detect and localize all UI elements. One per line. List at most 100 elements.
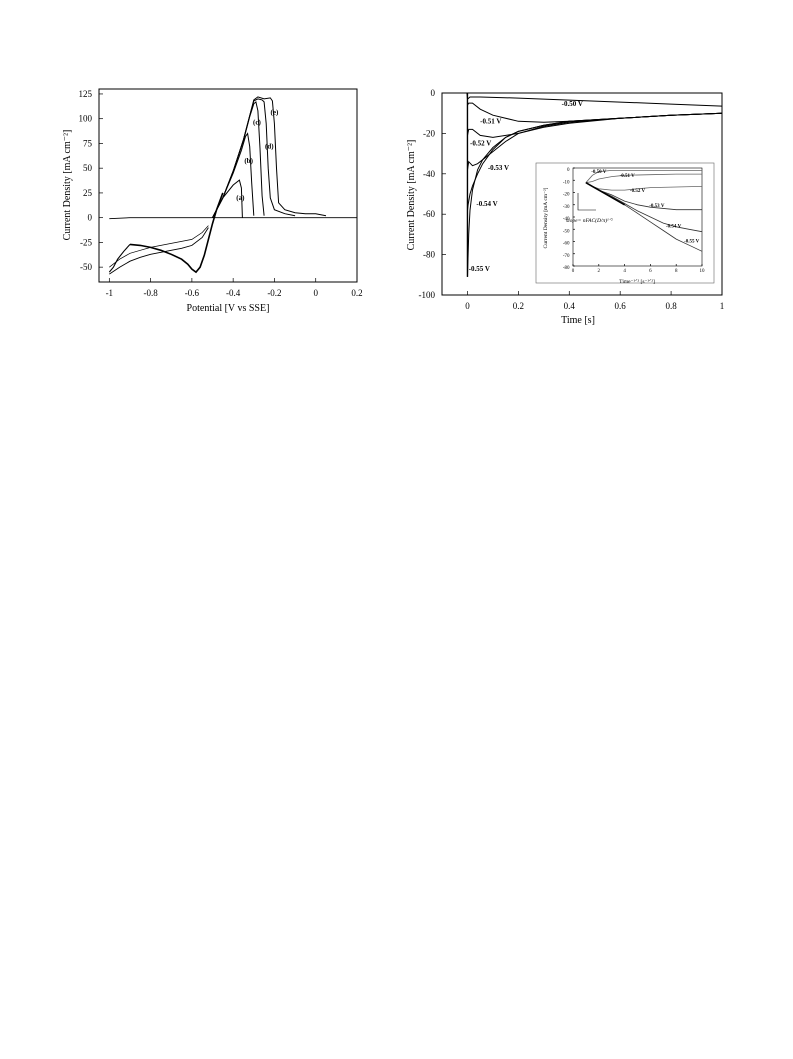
ca-x-axis-label: Time [s] <box>561 315 595 326</box>
cv-y-tick-label: 50 <box>83 163 93 173</box>
cv-y-ticks: 125 100 75 50 25 0 -25 -50 <box>79 89 103 272</box>
cv-curve-label: (d) <box>265 142 274 150</box>
ca-curve-label: -0.53 V <box>488 164 509 172</box>
inset-common-slope <box>585 182 625 206</box>
inset-curve-label: -0.51 V <box>620 174 636 179</box>
cv-plot-frame <box>98 88 358 283</box>
ca-curve-label: -0.52 V <box>470 140 491 148</box>
ca-x-tick-label: 1 <box>720 301 725 311</box>
inset-y-tick-label: -20 <box>563 193 570 198</box>
ca-x-tick-label: 0.2 <box>513 301 524 311</box>
ca-y-tick-label: -80 <box>423 250 435 260</box>
cv-curve-label: (a) <box>236 194 245 202</box>
cv-curve-label: (c) <box>253 119 261 127</box>
inset-background <box>535 162 715 284</box>
inset-x-tick-label: 10 <box>700 269 706 274</box>
cv-x-tick-label: -1 <box>106 288 114 298</box>
inset-curve-labels: -0.50 V -0.51 V -0.52 V -0.53 V -0.54 V -0.55… <box>591 170 699 245</box>
ca-curve-label: -0.50 V <box>562 100 583 108</box>
inset-curves <box>585 170 703 252</box>
cv-y-tick-label: 75 <box>83 138 93 148</box>
ca-x-tick-label: 0.6 <box>615 301 627 311</box>
ca-x-tick-label: 0.8 <box>665 301 677 311</box>
inset-y-tick-label: -30 <box>563 205 570 210</box>
ca-curves <box>442 92 723 277</box>
inset-x-tick-label: 8 <box>675 269 678 274</box>
cv-x-tick-label: 0.2 <box>351 288 362 298</box>
cv-curve-labels: (a) (b) (c) (d) (e) <box>236 109 279 202</box>
ca-series-m0.53V <box>467 112 723 170</box>
inset-curve-label: -0.53 V <box>649 204 665 209</box>
ca-y-tick-label: -60 <box>423 209 435 219</box>
ca-y-axis-label: Current Density [mA cm⁻²] <box>406 140 417 251</box>
cv-return-branch <box>108 244 131 273</box>
cv-x-tick-label: 0 <box>313 288 318 298</box>
cv-curve-label: (b) <box>244 157 253 165</box>
cv-baseline <box>109 217 357 220</box>
cv-y-tick-label: -50 <box>80 262 92 272</box>
inset-y-tick-label: -40 <box>563 217 570 222</box>
inset-curve-label: -0.50 V <box>591 170 607 175</box>
inset-annotation: slope= nFAC(D/π)¹ᐟ² <box>566 217 613 224</box>
ca-curve-label: -0.51 V <box>480 117 501 125</box>
ca-y-tick-label: -40 <box>423 169 435 179</box>
cv-forward-sweep <box>109 227 209 275</box>
cv-x-tick-label: -0.4 <box>226 288 241 298</box>
cv-x-tick-label: -0.2 <box>267 288 281 298</box>
inset-slope-marker <box>577 193 596 211</box>
inset-y-tick-label: 0 <box>567 168 570 173</box>
ca-plot-frame <box>441 92 723 296</box>
inset-y-ticks: 0 -10 -20 -30 -40 -50 -60 -70 -80 <box>563 167 575 271</box>
ca-y-tick-label: 0 <box>431 88 436 98</box>
cv-y-tick-label: 0 <box>88 213 93 223</box>
cv-series-d <box>212 98 296 218</box>
ca-x-tick-label: 0 <box>465 301 470 311</box>
cv-y-tick-label: 100 <box>79 114 93 124</box>
cv-curve-label: (e) <box>271 109 279 117</box>
cv-x-tick-label: -0.6 <box>185 288 200 298</box>
cv-chart: -1 -0.8 -0.6 -0.4 -0.2 0 0.2 125 100 75 50 25 0 -25 -… <box>62 88 363 314</box>
cv-x-ticks: -1 -0.8 -0.6 -0.4 -0.2 0 0.2 <box>106 278 363 298</box>
ca-chart: 0 0.2 0.4 0.6 0.8 1 0-20-40-60-80-100 -0.50 V… <box>406 88 724 326</box>
ca-series-m0.55V <box>467 112 723 277</box>
inset-y-tick-label: -60 <box>563 242 570 247</box>
cv-curves <box>108 96 327 275</box>
cv-cathodic-branch <box>129 192 224 274</box>
inset-series-m0.50V <box>585 170 702 183</box>
ca-curve-label: -0.55 V <box>469 265 490 273</box>
ca-y-tick-label: -20 <box>423 128 435 138</box>
ca-x-tick-label: 0.4 <box>564 301 576 311</box>
inset-y-tick-label: -10 <box>563 180 570 185</box>
cv-forward-sweep-2 <box>109 225 209 268</box>
ca-inset-chart: 0 2 4 6 8 10 0 -10 -20 -30 -40 -50 -60 -70 -80 -0.50 … <box>535 162 715 285</box>
inset-x-ticks: 0 2 4 6 8 10 <box>572 264 705 274</box>
inset-x-tick-label: 0 <box>572 269 575 274</box>
inset-curve-label: -0.54 V <box>666 224 682 229</box>
inset-curve-label: -0.55 V <box>684 240 700 245</box>
inset-y-tick-label: -70 <box>563 254 570 259</box>
cv-y-tick-label: -25 <box>80 237 92 247</box>
cv-x-axis-label: Potential [V vs SSE] <box>187 303 270 314</box>
ca-y-tick-label: -100 <box>419 290 436 300</box>
inset-series-m0.51V <box>585 173 702 184</box>
ca-curve-labels: -0.50 V -0.51 V -0.52 V -0.53 V -0.54 V -0.55… <box>469 100 583 273</box>
inset-y-tick-label: -80 <box>563 266 570 271</box>
cv-y-tick-label: 25 <box>83 188 93 198</box>
inset-curve-label: -0.52 V <box>630 189 646 194</box>
inset-x-axis-label: Time⁻¹ᐟ² [s⁻¹ᐟ²] <box>619 278 655 285</box>
inset-x-tick-label: 2 <box>598 269 601 274</box>
cv-y-tick-label: 125 <box>79 89 93 99</box>
inset-y-tick-label: -50 <box>563 229 570 234</box>
ca-x-ticks: 0 0.2 0.4 0.6 0.8 1 <box>465 291 724 311</box>
cv-series-e <box>212 96 327 218</box>
cv-y-axis-label: Current Density [mA cm⁻²] <box>62 130 73 241</box>
ca-series-m0.50V <box>442 92 723 107</box>
inset-x-tick-label: 6 <box>649 269 652 274</box>
inset-y-axis-label: Current Density [mA cm⁻²] <box>543 187 549 248</box>
inset-x-tick-label: 4 <box>623 269 626 274</box>
ca-curve-label: -0.54 V <box>476 200 497 208</box>
ca-series-m0.52V <box>467 112 723 138</box>
cv-zero-line <box>109 217 357 220</box>
cv-x-tick-label: -0.8 <box>143 288 158 298</box>
